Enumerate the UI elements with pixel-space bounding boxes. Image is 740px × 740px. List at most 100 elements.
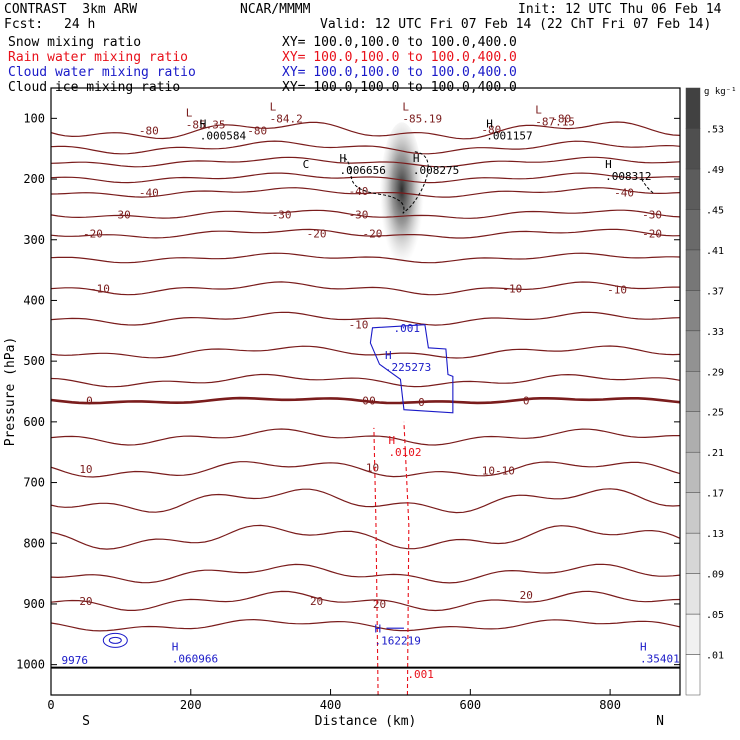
- temp-contour-t10: [51, 311, 680, 326]
- legend-name-snow: Snow mixing ratio: [8, 35, 142, 50]
- extremum-symbol-3: L: [535, 103, 542, 116]
- temp-extra-label-11: -10: [502, 282, 522, 295]
- x-tick-label: 600: [459, 698, 481, 712]
- temp-extra-label-16: 10: [366, 461, 379, 474]
- x-tick-label: 0: [47, 698, 54, 712]
- y-tick-label: 100: [23, 111, 45, 125]
- freezing-line: [51, 396, 680, 405]
- temp-label-t1: -80: [139, 124, 159, 137]
- x-tick-label: 200: [180, 698, 202, 712]
- extremum-value-9: .225273: [385, 361, 431, 374]
- temp-contour-t19: [51, 590, 680, 612]
- colorbar-segment: [685, 532, 701, 574]
- colorbar-segment: [685, 371, 701, 412]
- header-title: CONTRAST 3km ARW: [4, 2, 138, 17]
- temp-contour-t16: [51, 488, 680, 514]
- extremum-symbol-13: H: [640, 641, 647, 654]
- extremum-symbol-7: H: [413, 152, 420, 165]
- temp-extra-label-2: -80: [551, 112, 571, 125]
- colorbar-unit: g kg⁻¹: [704, 87, 737, 97]
- cloud-water-contour-mid: [369, 324, 454, 414]
- temp-extra-label-5: -30: [272, 208, 292, 221]
- y-tick-label: 800: [23, 536, 45, 550]
- temp-contour-t12: [51, 373, 680, 388]
- extremum-symbol-9: H: [385, 349, 392, 362]
- temp-contour-t17: [51, 524, 680, 550]
- temp-extra-label-9: -20: [363, 228, 383, 241]
- y-tick-label: 300: [23, 233, 45, 247]
- colorbar-segment: [685, 290, 701, 332]
- extremum-symbol-0: L: [186, 106, 193, 119]
- extremum-symbol-12: H: [172, 641, 179, 654]
- extremum-value-13: .354012: [640, 653, 686, 666]
- colorbar-label: .17: [706, 489, 724, 500]
- colorbar-label: .09: [706, 570, 724, 581]
- temp-extra-label-7: -30: [642, 208, 662, 221]
- temp-extra-label-10: -20: [642, 228, 662, 241]
- temp-contour-t9: [51, 281, 680, 296]
- extremum-value-3: -87.15: [535, 115, 575, 128]
- temp-extra-label-4: -40: [614, 186, 634, 199]
- extremum-value-11: .162219: [374, 634, 420, 647]
- temp-label-t15: 10: [79, 463, 92, 476]
- temp-label-t19: 20: [79, 595, 92, 608]
- legend-xy-snow: XY= 100.0,100.0 to 100.0,400.0: [282, 35, 517, 50]
- y-tick-label: 500: [23, 354, 45, 368]
- extremum-symbol-10: H: [388, 434, 395, 447]
- temp-label-t9: -10: [90, 282, 110, 295]
- freezing-label-2: 0: [523, 395, 530, 408]
- extremum-symbol-6: H: [340, 152, 347, 165]
- colorbar-segment: [685, 168, 701, 210]
- x-tick-label: 400: [320, 698, 342, 712]
- colorbar-segment: [685, 249, 701, 291]
- legend-xy-rain: XY= 100.0,100.0 to 100.0,400.0: [282, 50, 517, 65]
- y-tick-label: 700: [23, 476, 45, 490]
- x-axis-label: Distance (km): [315, 714, 417, 729]
- header-center: NCAR/MMMM: [240, 2, 311, 17]
- colorbar-label: .41: [706, 246, 724, 257]
- temp-contour-t11: [51, 345, 680, 359]
- temp-contour-t20: [51, 618, 680, 632]
- colorbar-segment: [685, 209, 701, 251]
- temp-contour-t4: [51, 172, 680, 184]
- extremum-symbol-1: L: [270, 100, 277, 113]
- colorbar-label: .49: [706, 165, 724, 176]
- y-tick-label: 1000: [16, 658, 45, 672]
- extremum-symbol-4: H: [200, 117, 207, 130]
- header-fcst-value: 24 h: [64, 17, 96, 32]
- temp-contour-t5: [51, 187, 680, 198]
- colorbar-label: .33: [706, 327, 724, 338]
- temp-contour-t1: [51, 121, 680, 140]
- y-tick-label: 600: [23, 415, 45, 429]
- colorbar-label: .13: [706, 529, 724, 540]
- temp-extra-label-17: 10-10: [482, 464, 515, 477]
- extremum-value-2: -85.19: [402, 112, 442, 125]
- extremum-symbol-5: H: [486, 117, 493, 130]
- y-tick-label: 400: [23, 293, 45, 307]
- header-valid: Valid: 12 UTC Fri 07 Feb 14 (22 ChT Fri …: [320, 17, 712, 32]
- misc-label-0: C: [303, 158, 310, 171]
- header-init: Init: 12 UTC Thu 06 Feb 14: [518, 2, 722, 17]
- colorbar-segment: [685, 451, 701, 493]
- y-axis-label: Pressure (hPa): [3, 337, 18, 447]
- temp-contour-t15: [51, 461, 680, 478]
- temp-contour-t8: [51, 252, 680, 264]
- colorbar-label: .37: [706, 286, 724, 297]
- colorbar-label: .45: [706, 205, 724, 216]
- extremum-value-0: -85.35: [186, 118, 226, 131]
- misc-label-2: .001: [393, 322, 420, 335]
- temp-extra-label-12: -10: [607, 284, 627, 297]
- extremum-value-1: -84.2: [270, 112, 303, 125]
- cloud-water-contour-west: [102, 632, 128, 648]
- temp-extra-label-20: 20: [373, 598, 386, 611]
- extremum-value-10: .0102: [388, 446, 421, 459]
- temp-contour-t14: [51, 428, 680, 446]
- temp-extra-label-15: 0: [418, 396, 425, 409]
- temp-contour-t7: [51, 228, 680, 239]
- extremum-value-8: .008312: [605, 170, 651, 183]
- temp-label-t5: -40: [139, 186, 159, 199]
- temp-extra-label-13: -10: [349, 319, 369, 332]
- temp-extra-label-19: 20: [520, 589, 533, 602]
- extremum-value-12: .060966: [172, 653, 218, 666]
- colorbar-label: .29: [706, 367, 724, 378]
